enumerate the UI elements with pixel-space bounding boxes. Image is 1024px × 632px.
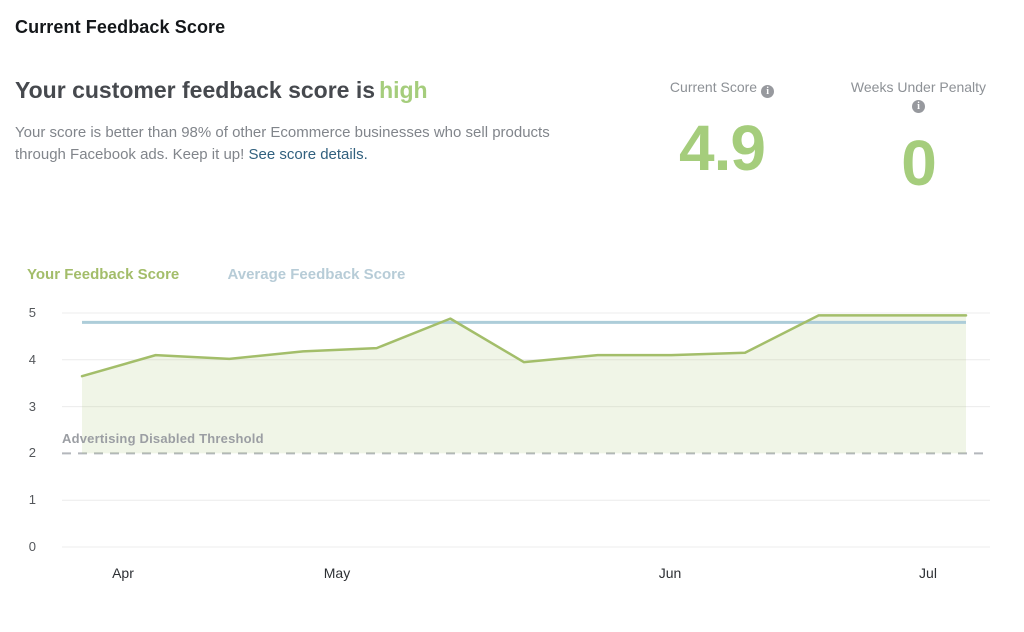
x-axis-label: Jul — [919, 565, 937, 581]
page-title: Current Feedback Score — [15, 17, 226, 37]
see-score-details-link[interactable]: See score details. — [248, 145, 368, 163]
feedback-headline: Your customer feedback score is high — [15, 77, 428, 104]
current-score-label-text: Current Score — [669, 79, 758, 95]
weeks-under-penalty-stat: Weeks Under Penalty i 0 — [826, 79, 1011, 196]
x-axis-label: Apr — [112, 565, 134, 581]
weeks-under-penalty-label-text: Weeks Under Penalty — [850, 79, 987, 95]
score-status-high: high — [379, 77, 428, 103]
x-axis-label: Jun — [658, 565, 682, 581]
weeks-under-penalty-label: Weeks Under Penalty i — [826, 79, 1011, 113]
your-feedback-score-line — [80, 314, 968, 378]
weeks-under-penalty-value: 0 — [901, 127, 937, 199]
current-score-stat: Current Score i 4.9 — [632, 79, 812, 181]
info-icon[interactable]: i — [761, 85, 775, 98]
advertising-disabled-threshold-label: Advertising Disabled Threshold — [62, 431, 264, 446]
chart-canvas — [62, 312, 990, 548]
y-axis-label: 4 — [28, 351, 36, 367]
y-axis-label: 3 — [28, 398, 36, 414]
feedback-chart: Advertising Disabled Threshold 5 4 3 2 1 0 Apr… — [0, 295, 1024, 595]
legend-your-feedback-score[interactable]: Your Feedback Score — [27, 266, 180, 283]
headline-prefix: Your customer feedback score is — [15, 77, 376, 103]
your-score-area-fill — [82, 315, 966, 454]
current-score-value: 4.9 — [679, 112, 766, 184]
x-axis-label: May — [323, 565, 351, 581]
chart-legend: Your Feedback Score Average Feedback Sco… — [27, 266, 405, 283]
score-description-text: Your score is better than 98% of other E… — [15, 124, 550, 163]
y-axis-label: 0 — [28, 539, 36, 554]
info-icon[interactable]: i — [912, 100, 925, 113]
y-axis-label: 2 — [28, 445, 36, 461]
y-axis-label: 5 — [28, 305, 36, 320]
current-score-label: Current Score i — [632, 79, 812, 98]
y-axis-label: 1 — [28, 492, 36, 508]
legend-average-feedback-score[interactable]: Average Feedback Score — [227, 266, 406, 283]
score-description: Your score is better than 98% of other E… — [15, 122, 580, 165]
